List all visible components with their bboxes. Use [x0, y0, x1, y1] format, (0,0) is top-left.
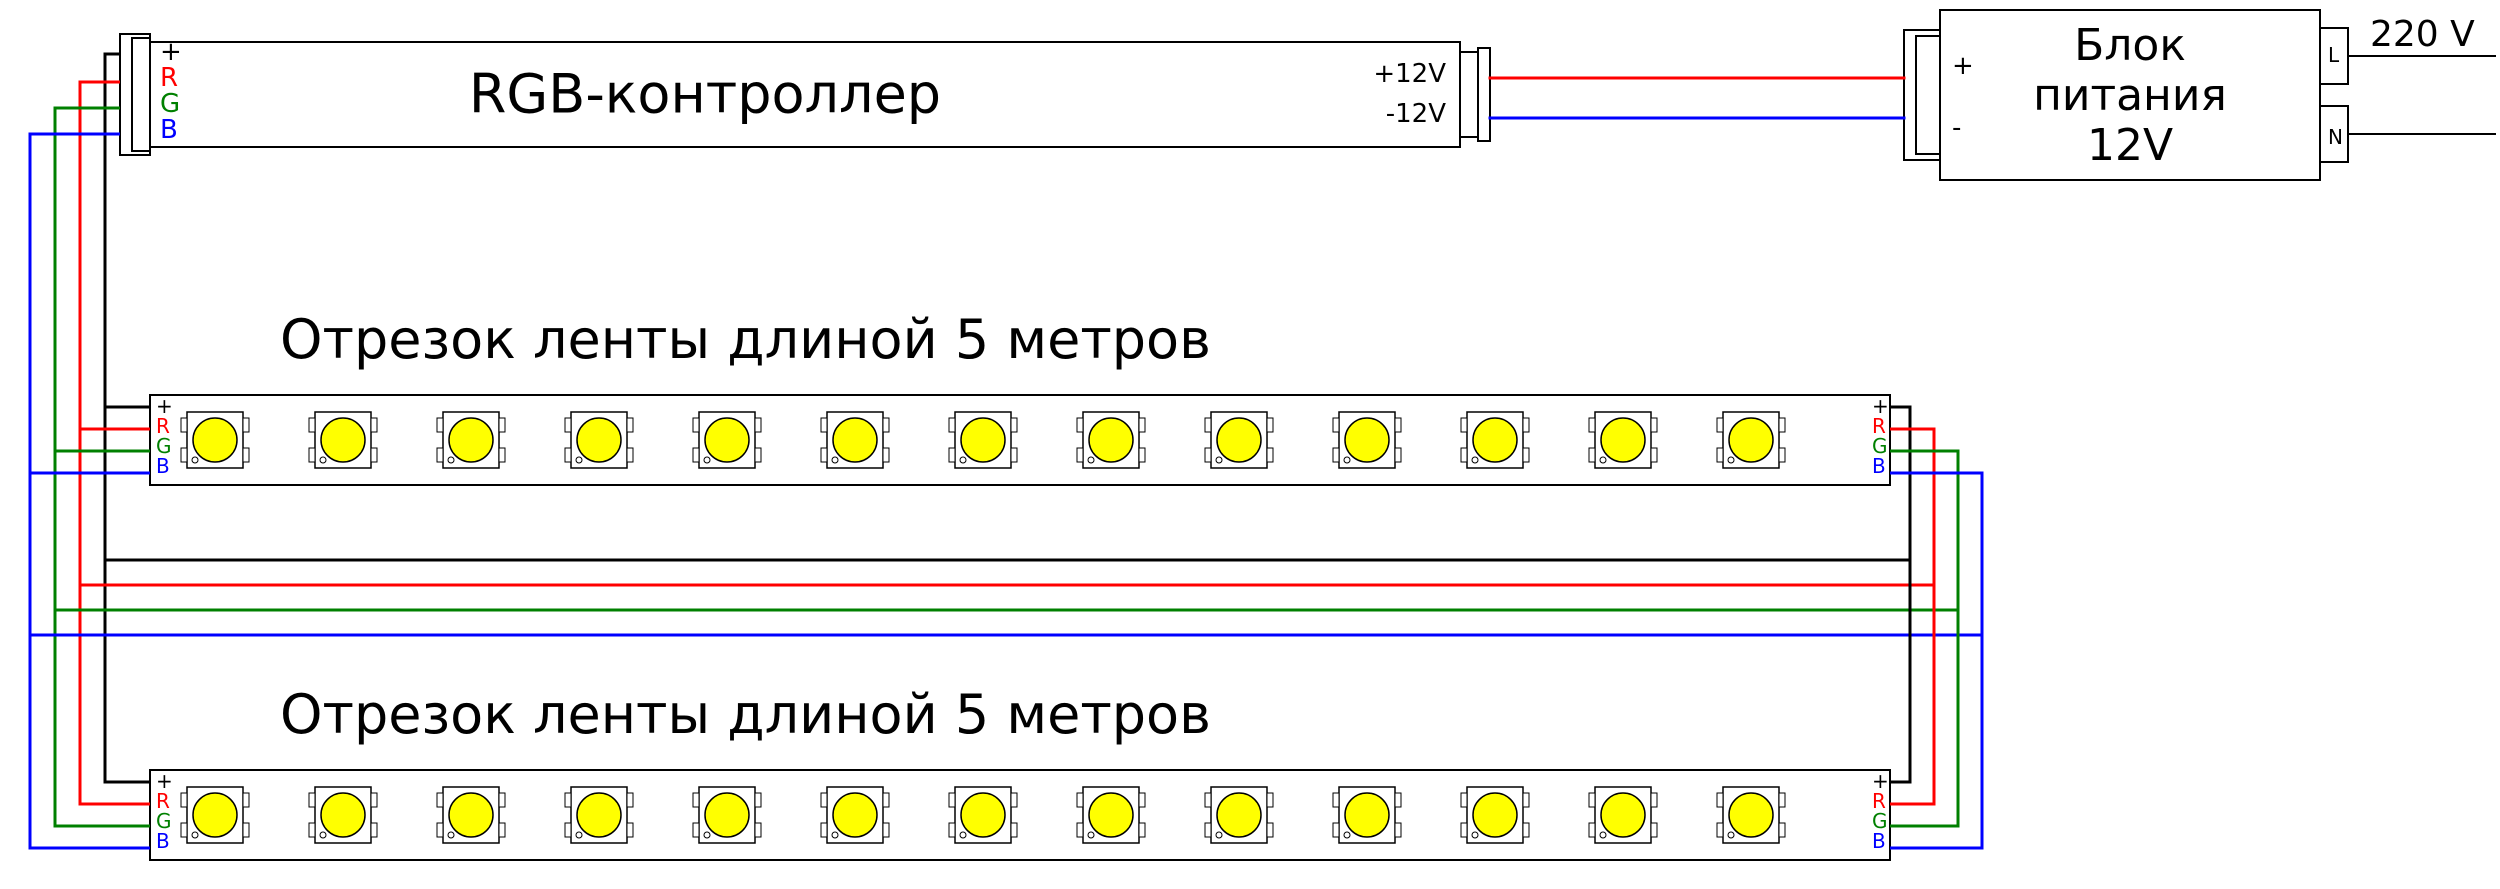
led-lens: [1345, 418, 1389, 462]
svg-text:питания: питания: [2033, 70, 2227, 121]
svg-text:12V: 12V: [2087, 120, 2173, 171]
led-lens: [705, 793, 749, 837]
svg-text:-: -: [1952, 113, 1961, 143]
led-lens: [1601, 418, 1645, 462]
svg-text:+12V: +12V: [1373, 59, 1446, 89]
mains-label: 220 V: [2370, 14, 2475, 55]
led-lens: [833, 418, 877, 462]
svg-text:B: B: [1872, 829, 1886, 853]
led-lens: [1217, 793, 1261, 837]
led-lens: [193, 793, 237, 837]
led-lens: [449, 793, 493, 837]
svg-text:L: L: [2328, 43, 2340, 67]
led-lens: [1729, 793, 1773, 837]
led-lens: [1473, 418, 1517, 462]
strip2-label: Отрезок ленты длиной 5 метров: [280, 683, 1211, 746]
svg-text:B: B: [156, 454, 170, 478]
led-lens: [961, 418, 1005, 462]
led-lens: [449, 418, 493, 462]
wiring-diagram: RGB-контроллер+RGB+12V-12VБлокпитания12V…: [0, 0, 2500, 889]
svg-text:N: N: [2328, 125, 2343, 149]
led-lens: [1601, 793, 1645, 837]
led-lens: [577, 793, 621, 837]
svg-text:B: B: [156, 829, 170, 853]
svg-text:-12V: -12V: [1386, 99, 1446, 129]
led-lens: [321, 418, 365, 462]
led-lens: [705, 418, 749, 462]
led-lens: [577, 418, 621, 462]
led-lens: [193, 418, 237, 462]
svg-text:B: B: [160, 115, 178, 145]
led-lens: [321, 793, 365, 837]
led-lens: [1217, 418, 1261, 462]
led-lens: [1345, 793, 1389, 837]
led-lens: [1089, 793, 1133, 837]
led-lens: [1729, 418, 1773, 462]
svg-text:Блок: Блок: [2074, 20, 2186, 71]
strip1-label: Отрезок ленты длиной 5 метров: [280, 308, 1211, 371]
svg-text:B: B: [1872, 454, 1886, 478]
svg-text:+: +: [1952, 51, 1974, 81]
controller-title: RGB-контроллер: [469, 63, 941, 126]
led-lens: [1473, 793, 1517, 837]
led-lens: [961, 793, 1005, 837]
led-lens: [833, 793, 877, 837]
led-lens: [1089, 418, 1133, 462]
